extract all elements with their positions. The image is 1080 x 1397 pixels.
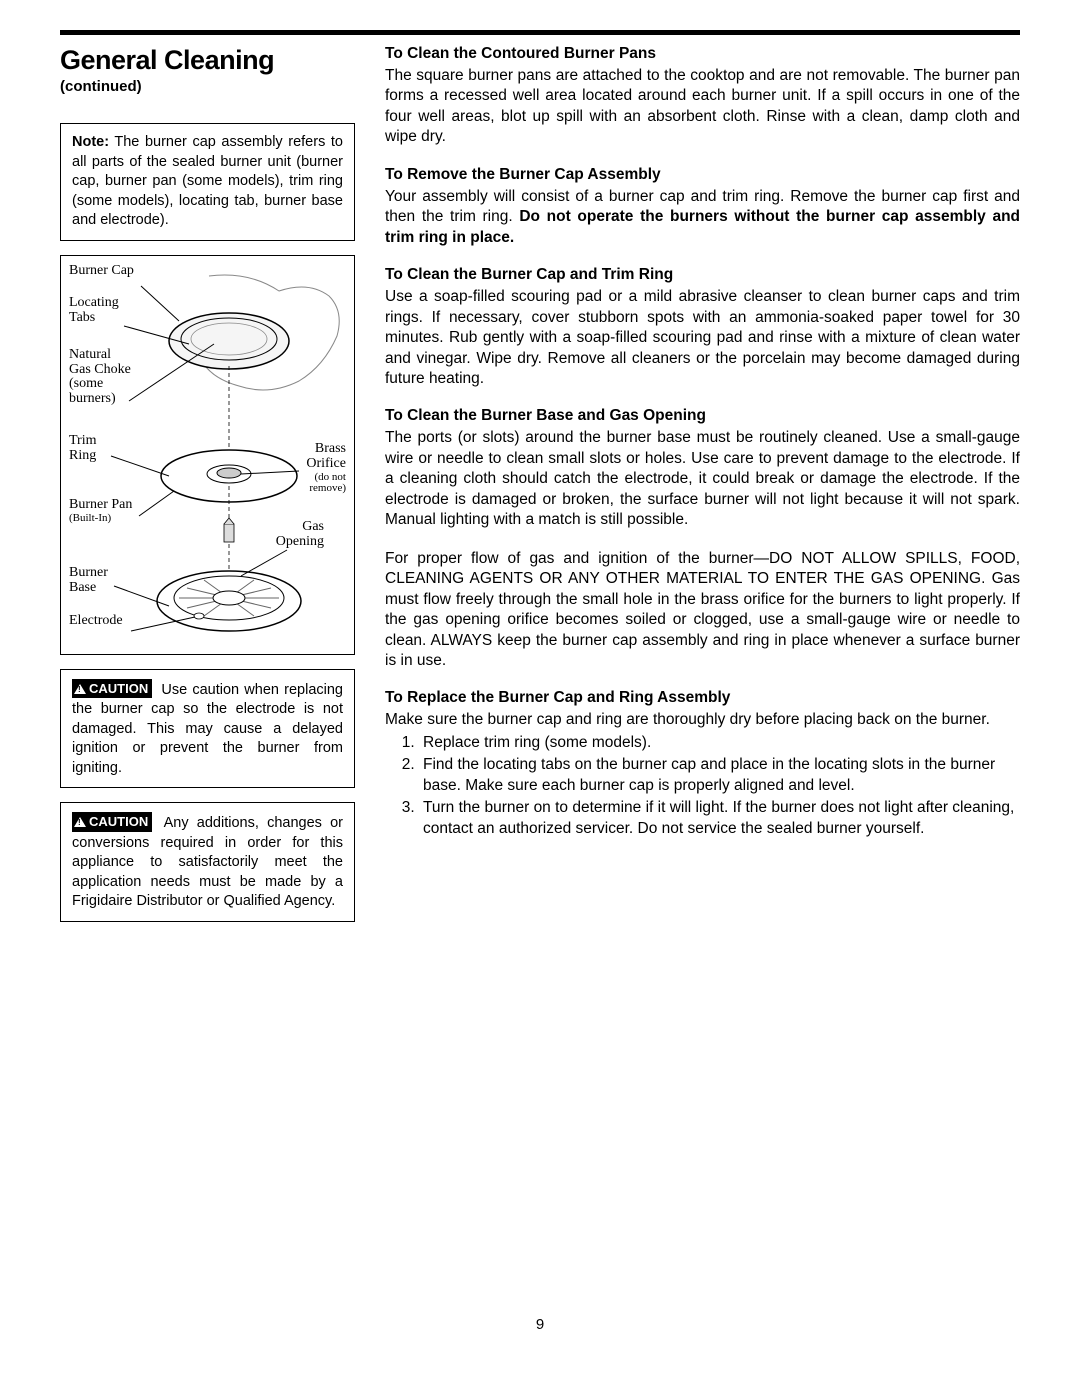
steps-list: Replace trim ring (some models). Find th… [385, 733, 1020, 840]
section-heading: To Clean the Burner Cap and Trim Ring [385, 266, 1020, 284]
section-intro: Make sure the burner cap and ring are th… [385, 710, 1020, 730]
list-item: Find the locating tabs on the burner cap… [419, 755, 1020, 797]
note-text: The burner cap assembly refers to all pa… [72, 134, 343, 228]
section-heading: To Remove the Burner Cap Assembly [385, 166, 1020, 184]
label-brass-orifice: Brass Orifice [306, 442, 346, 471]
page-title: General Cleaning [60, 45, 355, 76]
section-body: Use a soap-filled scouring pad or a mild… [385, 287, 1020, 389]
label-trim-ring: Trim Ring [69, 434, 97, 463]
label-locating-tabs: Locating Tabs [69, 296, 119, 325]
list-item: Replace trim ring (some models). [419, 733, 1020, 754]
caution-box-1: CAUTION Use caution when replacing the b… [60, 669, 355, 789]
label-burner-base: Burner Base [69, 566, 108, 595]
caution-badge: CAUTION [72, 812, 152, 832]
section-heading: To Replace the Burner Cap and Ring Assem… [385, 689, 1020, 707]
warning-icon [74, 817, 86, 827]
caution-label: CAUTION [89, 680, 148, 698]
section-body: Your assembly will consist of a burner c… [385, 187, 1020, 248]
label-burner-pan-sub: (Built-In) [69, 513, 111, 524]
section-body: The square burner pans are attached to t… [385, 66, 1020, 148]
section-heading: To Clean the Burner Base and Gas Opening [385, 407, 1020, 425]
section-body: For proper flow of gas and ignition of t… [385, 549, 1020, 672]
caution-label: CAUTION [89, 813, 148, 831]
caution-box-2: CAUTION Any additions, changes or conver… [60, 802, 355, 922]
note-label: Note: [72, 134, 109, 150]
label-burner-pan: Burner Pan [69, 498, 132, 513]
label-gas-choke: Natural Gas Choke (some burners) [69, 348, 131, 407]
note-box: Note: The burner cap assembly refers to … [60, 123, 355, 241]
section-heading: To Clean the Contoured Burner Pans [385, 45, 1020, 63]
top-rule [60, 30, 1020, 35]
section-body: The ports (or slots) around the burner b… [385, 428, 1020, 530]
caution-badge: CAUTION [72, 679, 152, 699]
label-brass-sub: (do not remove) [309, 472, 346, 494]
list-item: Turn the burner on to determine if it wi… [419, 798, 1020, 840]
warning-icon [74, 684, 86, 694]
burner-diagram: Burner Cap Locating Tabs Natural Gas Cho… [60, 255, 355, 655]
label-gas-opening: Gas Opening [276, 520, 324, 549]
label-electrode: Electrode [69, 614, 123, 629]
page-number: 9 [60, 1316, 1020, 1333]
page-subtitle: (continued) [60, 78, 355, 95]
label-burner-cap: Burner Cap [69, 264, 134, 279]
